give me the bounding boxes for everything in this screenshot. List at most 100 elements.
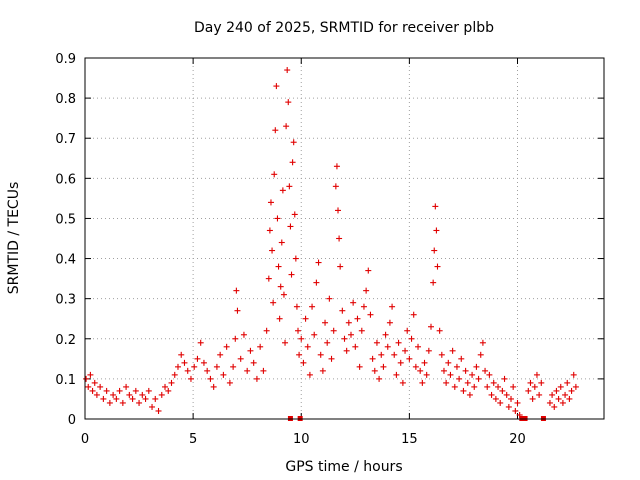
data-point (373, 339, 380, 346)
data-point (488, 391, 495, 398)
data-point (382, 331, 389, 338)
data-point (275, 263, 282, 270)
data-point (399, 379, 406, 386)
data-point (282, 339, 289, 346)
x-tick-label: 10 (293, 432, 310, 447)
data-point (397, 359, 404, 366)
data-point (168, 379, 175, 386)
data-point (343, 347, 350, 354)
data-point (284, 67, 291, 74)
data-point (149, 403, 156, 410)
data-point (512, 407, 519, 414)
data-point (466, 391, 473, 398)
data-point (499, 387, 506, 394)
data-point (497, 399, 504, 406)
data-point (378, 351, 385, 358)
y-tick-label: 0.6 (55, 172, 76, 187)
data-point (336, 235, 343, 242)
data-point (395, 339, 402, 346)
data-point (247, 347, 254, 354)
data-point (536, 391, 543, 398)
y-tick-label: 0.4 (55, 253, 76, 268)
data-point (433, 227, 440, 234)
data-point (423, 371, 430, 378)
data-point (421, 359, 428, 366)
data-point (345, 319, 352, 326)
data-point (566, 395, 573, 402)
data-point (270, 299, 277, 306)
y-tick-label: 0.7 (55, 132, 76, 147)
data-point (287, 223, 294, 230)
data-point (277, 283, 284, 290)
data-point (570, 371, 577, 378)
data-point (191, 363, 198, 370)
data-point (453, 363, 460, 370)
data-point (272, 127, 279, 134)
data-point (505, 403, 512, 410)
data-point (155, 407, 162, 414)
data-point (273, 83, 280, 90)
data-point (330, 327, 337, 334)
data-point (449, 347, 456, 354)
data-point (313, 279, 320, 286)
data-point (430, 279, 437, 286)
data-point (451, 383, 458, 390)
data-point (89, 387, 96, 394)
data-point (87, 371, 94, 378)
data-point (559, 399, 566, 406)
y-axis-label: SRMTID / TECUs (6, 182, 22, 295)
data-point (339, 307, 346, 314)
data-point (260, 367, 267, 374)
axes: 0 0.1 0.2 0.3 0.4 0.5 0.6 0.7 0.8 0.9 0 5 10 15 20 (55, 52, 604, 447)
data-point (337, 263, 344, 270)
data-point (425, 347, 432, 354)
data-point (404, 327, 411, 334)
data-point (223, 343, 230, 350)
data-point (386, 319, 393, 326)
data-point (486, 371, 493, 378)
data-point (279, 187, 286, 194)
data-point (311, 331, 318, 338)
x-tick-label: 0 (81, 432, 89, 447)
data-point (269, 247, 276, 254)
data-point (132, 387, 139, 394)
data-point (110, 391, 117, 398)
data-point (232, 335, 239, 342)
data-point (250, 359, 257, 366)
data-point (83, 375, 90, 382)
data-point (460, 387, 467, 394)
data-point (309, 303, 316, 310)
data-point (129, 395, 136, 402)
data-point (419, 379, 426, 386)
data-point (315, 259, 322, 266)
data-point (527, 379, 534, 386)
data-point (490, 379, 497, 386)
data-point (289, 159, 296, 166)
data-point (290, 139, 297, 146)
data-point (265, 275, 272, 282)
data-point (319, 367, 326, 374)
data-point (274, 215, 281, 222)
data-point (123, 383, 130, 390)
data-point (233, 287, 240, 294)
data-point (291, 211, 298, 218)
data-point (113, 395, 120, 402)
grid (85, 58, 604, 419)
data-point (116, 387, 123, 394)
data-point (456, 375, 463, 382)
data-point (293, 303, 300, 310)
data-point (367, 311, 374, 318)
data-point (181, 359, 188, 366)
data-point (484, 383, 491, 390)
data-point (145, 387, 152, 394)
data-point (369, 355, 376, 362)
data-point (347, 331, 354, 338)
data-point (152, 395, 159, 402)
data-point (553, 387, 560, 394)
data-point (178, 351, 185, 358)
data-point (376, 375, 383, 382)
data-point (564, 379, 571, 386)
data-point (194, 355, 201, 362)
data-point (204, 367, 211, 374)
